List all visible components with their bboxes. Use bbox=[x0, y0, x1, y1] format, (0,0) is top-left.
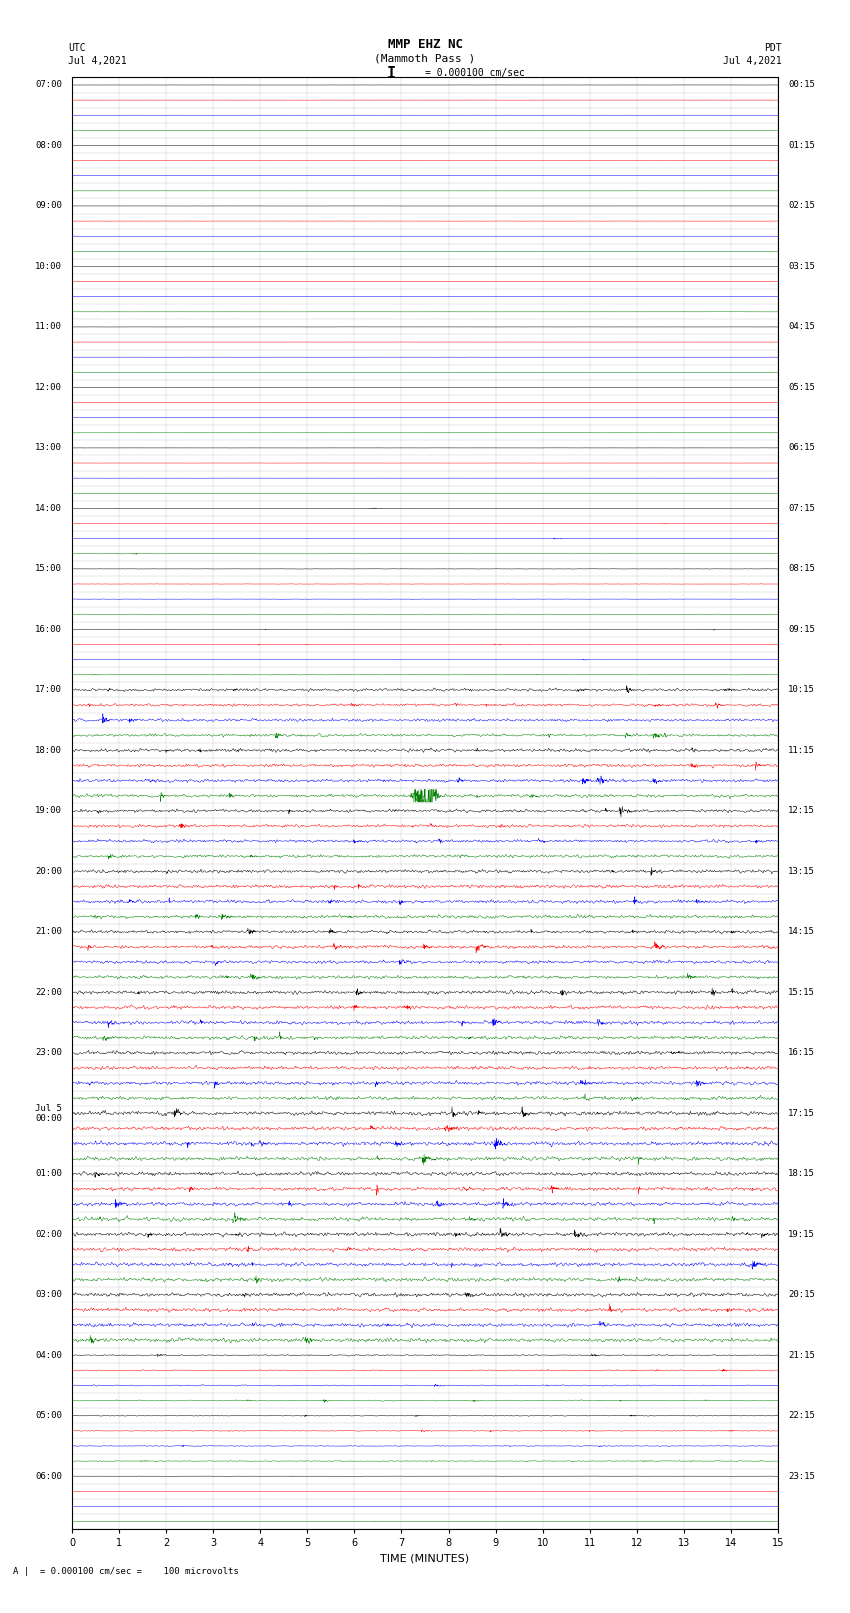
Text: 16:00: 16:00 bbox=[35, 624, 62, 634]
Text: 14:00: 14:00 bbox=[35, 503, 62, 513]
Text: 01:00: 01:00 bbox=[35, 1169, 62, 1177]
Text: Jul 4,2021: Jul 4,2021 bbox=[68, 56, 127, 66]
Text: MMP EHZ NC: MMP EHZ NC bbox=[388, 37, 462, 52]
Text: 17:15: 17:15 bbox=[788, 1108, 815, 1118]
Text: Jul 5
00:00: Jul 5 00:00 bbox=[35, 1103, 62, 1123]
Text: 11:00: 11:00 bbox=[35, 323, 62, 331]
Text: 12:15: 12:15 bbox=[788, 806, 815, 815]
Text: 13:00: 13:00 bbox=[35, 444, 62, 452]
Text: (Mammoth Pass ): (Mammoth Pass ) bbox=[374, 53, 476, 65]
Text: 15:15: 15:15 bbox=[788, 987, 815, 997]
Text: I: I bbox=[387, 66, 395, 81]
Text: = 0.000100 cm/sec: = 0.000100 cm/sec bbox=[425, 68, 524, 79]
Text: 14:15: 14:15 bbox=[788, 927, 815, 936]
Text: 18:15: 18:15 bbox=[788, 1169, 815, 1177]
Text: 03:15: 03:15 bbox=[788, 261, 815, 271]
Text: 13:15: 13:15 bbox=[788, 866, 815, 876]
Text: UTC: UTC bbox=[68, 44, 86, 53]
Text: A |  = 0.000100 cm/sec =    100 microvolts: A | = 0.000100 cm/sec = 100 microvolts bbox=[13, 1566, 239, 1576]
Text: 23:00: 23:00 bbox=[35, 1048, 62, 1057]
Text: 12:00: 12:00 bbox=[35, 382, 62, 392]
Text: 17:00: 17:00 bbox=[35, 686, 62, 694]
Text: 05:15: 05:15 bbox=[788, 382, 815, 392]
Text: 01:15: 01:15 bbox=[788, 140, 815, 150]
Text: 23:15: 23:15 bbox=[788, 1471, 815, 1481]
Text: 02:15: 02:15 bbox=[788, 202, 815, 210]
Text: 11:15: 11:15 bbox=[788, 745, 815, 755]
Text: 20:00: 20:00 bbox=[35, 866, 62, 876]
Text: 10:00: 10:00 bbox=[35, 261, 62, 271]
Text: 04:15: 04:15 bbox=[788, 323, 815, 331]
Text: PDT: PDT bbox=[764, 44, 782, 53]
Text: 08:15: 08:15 bbox=[788, 565, 815, 573]
Text: 07:15: 07:15 bbox=[788, 503, 815, 513]
Text: 21:00: 21:00 bbox=[35, 927, 62, 936]
Text: 09:00: 09:00 bbox=[35, 202, 62, 210]
Text: 22:00: 22:00 bbox=[35, 987, 62, 997]
Text: 06:15: 06:15 bbox=[788, 444, 815, 452]
Text: 15:00: 15:00 bbox=[35, 565, 62, 573]
Text: 06:00: 06:00 bbox=[35, 1471, 62, 1481]
Text: 03:00: 03:00 bbox=[35, 1290, 62, 1298]
Text: 18:00: 18:00 bbox=[35, 745, 62, 755]
Text: 21:15: 21:15 bbox=[788, 1350, 815, 1360]
Text: 04:00: 04:00 bbox=[35, 1350, 62, 1360]
Text: 20:15: 20:15 bbox=[788, 1290, 815, 1298]
Text: 08:00: 08:00 bbox=[35, 140, 62, 150]
X-axis label: TIME (MINUTES): TIME (MINUTES) bbox=[381, 1553, 469, 1563]
Text: 10:15: 10:15 bbox=[788, 686, 815, 694]
Text: 02:00: 02:00 bbox=[35, 1229, 62, 1239]
Text: 16:15: 16:15 bbox=[788, 1048, 815, 1057]
Text: 19:15: 19:15 bbox=[788, 1229, 815, 1239]
Text: 19:00: 19:00 bbox=[35, 806, 62, 815]
Text: 07:00: 07:00 bbox=[35, 81, 62, 89]
Text: 00:15: 00:15 bbox=[788, 81, 815, 89]
Text: 22:15: 22:15 bbox=[788, 1411, 815, 1419]
Text: 09:15: 09:15 bbox=[788, 624, 815, 634]
Text: Jul 4,2021: Jul 4,2021 bbox=[723, 56, 782, 66]
Text: 05:00: 05:00 bbox=[35, 1411, 62, 1419]
